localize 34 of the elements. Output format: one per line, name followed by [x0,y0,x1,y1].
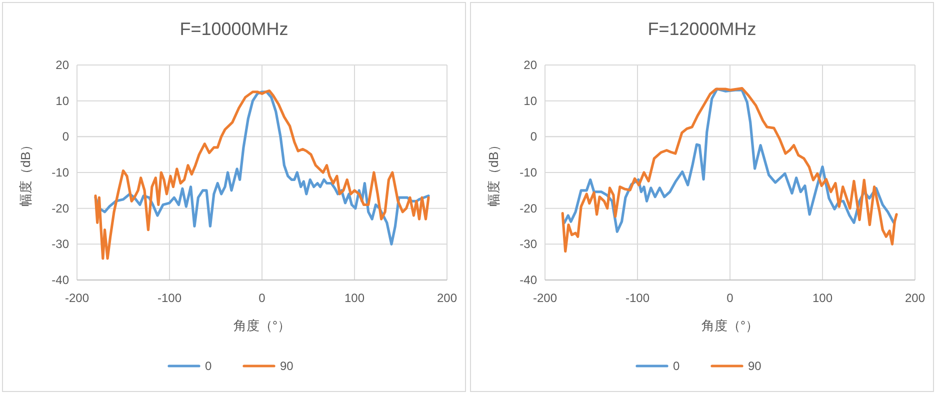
x-tick-label: 200 [904,291,926,305]
y-tick-label: 20 [524,58,538,72]
y-tick-label: 10 [524,94,538,108]
x-tick-label: -200 [532,291,558,305]
chart-title: F=10000MHz [180,19,288,39]
y-tick-label: -10 [520,166,538,180]
x-tick-label: 0 [726,291,734,305]
x-tick-label: 0 [258,291,266,305]
x-axis-title: 角度（°） [233,318,291,333]
x-tick-label: -100 [625,291,650,305]
y-tick-label: -20 [520,201,538,216]
y-tick-label: 0 [530,130,538,144]
y-axis-title: 幅度（dB） [18,138,33,206]
y-tick-label: 0 [62,130,70,144]
x-tick-label: 200 [436,291,458,305]
legend-label: 0 [673,359,680,373]
y-tick-label: -20 [52,201,70,216]
x-tick-label: -200 [64,291,90,305]
y-tick-label: 20 [56,58,70,72]
chart-title: F=12000MHz [648,19,756,39]
x-axis-title: 角度（°） [701,318,759,333]
y-tick-label: -10 [52,166,70,180]
legend-label: 90 [280,359,294,373]
y-axis-title: 幅度（dB） [486,138,501,206]
y-tick-label: -30 [52,237,70,252]
legend-label: 90 [748,359,762,373]
y-tick-label: -40 [52,273,70,287]
x-tick-label: 100 [812,291,833,305]
x-tick-label: 100 [344,291,365,305]
x-tick-label: -100 [157,291,182,305]
y-tick-label: -30 [520,237,538,252]
legend-label: 0 [205,359,212,373]
y-tick-label: -40 [520,273,538,287]
y-tick-label: 10 [56,94,70,108]
